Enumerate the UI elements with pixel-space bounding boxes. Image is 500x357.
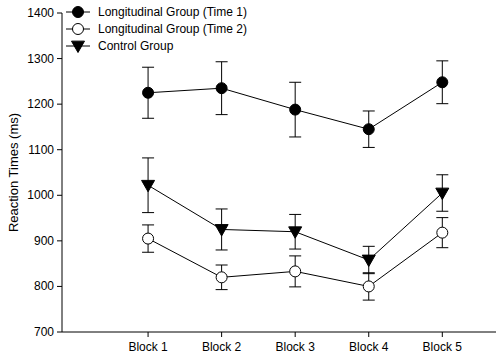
data-point: [216, 272, 227, 283]
x-tick-label: Block 4: [349, 340, 389, 354]
error-bar: [363, 273, 375, 300]
x-tick: [148, 332, 149, 337]
legend-label: Longitudinal Group (Time 2): [98, 22, 247, 36]
y-tick-label: 1100: [28, 143, 54, 157]
error-bar: [142, 67, 154, 118]
y-tick: [57, 286, 62, 287]
data-point: [143, 87, 154, 98]
error-bar: [289, 256, 301, 287]
data-point: [289, 227, 302, 238]
x-tick-label: Block 1: [128, 340, 168, 354]
data-point: [436, 188, 449, 199]
error-bar: [363, 111, 375, 147]
y-tick: [57, 240, 62, 241]
y-axis-label: Reaction Times (ms): [6, 113, 21, 232]
x-tick: [442, 332, 443, 337]
x-tick: [221, 332, 222, 337]
y-tick-label: 1200: [27, 97, 54, 111]
error-bar: [289, 214, 301, 249]
data-point: [290, 104, 301, 115]
x-tick-label: Block 5: [423, 340, 463, 354]
error-bar: [436, 218, 448, 248]
data-point: [216, 83, 227, 94]
legend-marker: [73, 7, 84, 18]
y-tick: [57, 58, 62, 59]
data-point: [363, 124, 374, 135]
y-tick-label: 1000: [27, 188, 54, 202]
x-axis: [62, 332, 496, 333]
chart: 700 800 900 1000 1100 1200 1300 1400 Block 1 Bloc…: [0, 0, 500, 357]
y-tick: [57, 149, 62, 150]
legend-label: Control Group: [98, 39, 174, 53]
error-bar: [216, 62, 228, 115]
data-point: [290, 266, 301, 277]
data-point: [437, 227, 448, 238]
y-tick: [57, 332, 62, 333]
legend-marker: [72, 41, 85, 52]
x-tick-label: Block 2: [202, 340, 242, 354]
error-bar: [142, 225, 154, 252]
data-point: [437, 77, 448, 88]
y-tick-label: 1300: [27, 52, 54, 66]
data-point: [143, 233, 154, 244]
series-line: [148, 185, 442, 260]
x-tick: [368, 332, 369, 337]
y-tick: [57, 13, 62, 14]
plot-area: [142, 61, 449, 300]
y-tick-label: 800: [34, 279, 54, 293]
data-point: [363, 281, 374, 292]
error-bar: [216, 209, 228, 250]
data-point: [215, 225, 228, 236]
legend-label: Longitudinal Group (Time 1): [98, 5, 247, 19]
y-tick: [57, 104, 62, 105]
y-tick-label: 700: [34, 325, 54, 339]
y-axis: [62, 13, 63, 332]
x-tick: [295, 332, 296, 337]
y-tick: [57, 195, 62, 196]
y-tick-label: 900: [34, 234, 54, 248]
error-bar: [436, 61, 448, 104]
error-bar: [363, 246, 375, 273]
error-bar: [142, 158, 154, 213]
data-point: [362, 255, 375, 266]
x-tick-label: Block 3: [276, 340, 316, 354]
data-point: [142, 180, 155, 191]
error-bar: [216, 265, 228, 290]
legend-marker: [73, 24, 84, 35]
error-bar: [436, 175, 448, 211]
error-bar: [289, 82, 301, 137]
y-tick-label: 1400: [27, 6, 54, 20]
